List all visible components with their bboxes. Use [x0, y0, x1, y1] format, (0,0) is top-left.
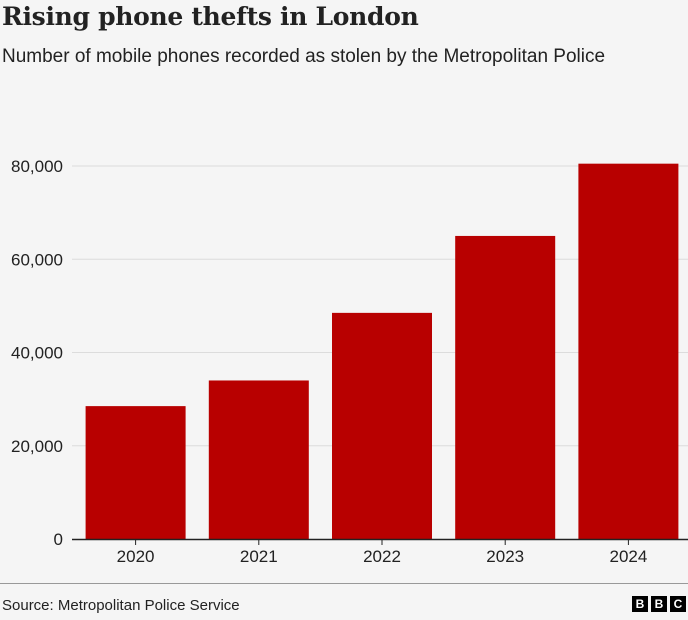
- bar-chart: 0 20,000 40,000 60,000 80,000 2020 2021 2022 202…: [11, 157, 688, 566]
- bar: [208, 380, 309, 539]
- y-tick-label: 20,000: [11, 437, 63, 456]
- bar: [85, 406, 186, 539]
- bbc-logo: B B C: [632, 596, 686, 612]
- x-tick-label: 2022: [363, 547, 401, 566]
- x-tick-label: 2023: [486, 547, 524, 566]
- y-tick-label: 40,000: [11, 344, 63, 363]
- source-note: Source: Metropolitan Police Service: [2, 597, 240, 614]
- bbc-logo-letter: B: [632, 596, 648, 612]
- y-tick-label: 0: [54, 530, 63, 549]
- bbc-logo-letter: C: [670, 596, 686, 612]
- x-tick-label: 2021: [240, 547, 278, 566]
- y-tick-label: 80,000: [11, 157, 63, 176]
- x-tick-label: 2020: [117, 547, 155, 566]
- bar: [578, 163, 679, 539]
- x-tick-label: 2024: [609, 547, 647, 566]
- y-tick-label: 60,000: [11, 250, 63, 269]
- chart-title: Rising phone thefts in London: [2, 2, 419, 31]
- footer-divider: [0, 583, 688, 584]
- chart-subtitle: Number of mobile phones recorded as stol…: [2, 46, 606, 67]
- bar: [332, 312, 432, 539]
- bbc-logo-letter: B: [651, 596, 667, 612]
- bar: [455, 235, 556, 539]
